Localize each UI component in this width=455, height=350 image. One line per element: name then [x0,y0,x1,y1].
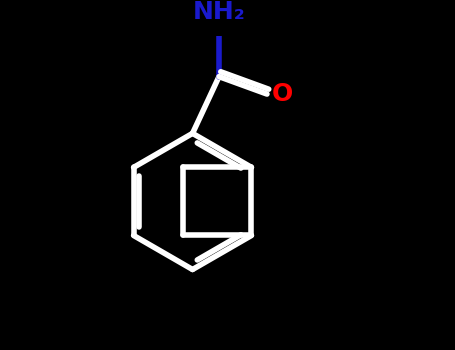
Text: NH₂: NH₂ [192,0,245,24]
Text: O: O [271,82,293,106]
